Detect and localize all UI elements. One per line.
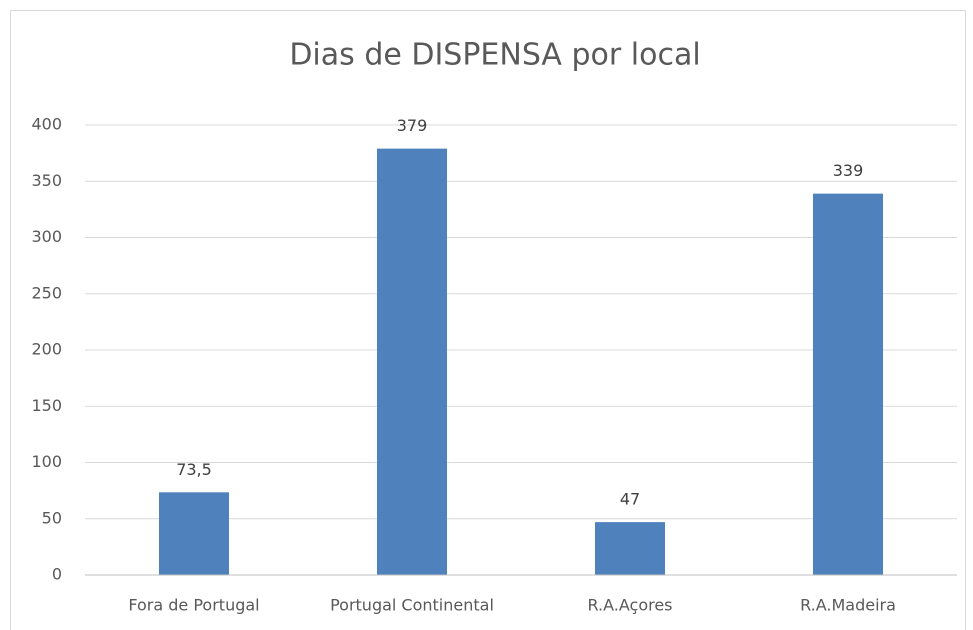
data-label: 339 <box>833 161 864 180</box>
y-tick-label: 400 <box>31 115 62 134</box>
y-tick-label: 100 <box>31 452 62 471</box>
bar <box>813 194 883 575</box>
data-label: 47 <box>620 490 640 509</box>
bar <box>595 522 665 575</box>
bar <box>159 492 229 575</box>
y-tick-label: 250 <box>31 283 62 302</box>
x-tick-label: Portugal Continental <box>330 596 494 615</box>
y-tick-label: 200 <box>31 340 62 359</box>
x-tick-label: R.A.Madeira <box>800 596 896 615</box>
x-tick-label: R.A.Açores <box>587 596 672 615</box>
y-tick-label: 0 <box>52 565 62 584</box>
y-tick-label: 150 <box>31 396 62 415</box>
page: Dias de DISPENSA por local 0 50 100 150 200 2… <box>0 0 973 630</box>
y-tick-label: 300 <box>31 227 62 246</box>
chart-title: Dias de DISPENSA por local <box>289 38 700 73</box>
y-tick-label: 50 <box>42 508 62 527</box>
bar <box>377 149 447 575</box>
chart: Dias de DISPENSA por local 0 50 100 150 200 2… <box>0 0 973 630</box>
x-tick-label: Fora de Portugal <box>128 596 259 615</box>
data-label: 379 <box>397 116 428 135</box>
data-label: 73,5 <box>176 460 212 479</box>
y-tick-label: 350 <box>31 171 62 190</box>
